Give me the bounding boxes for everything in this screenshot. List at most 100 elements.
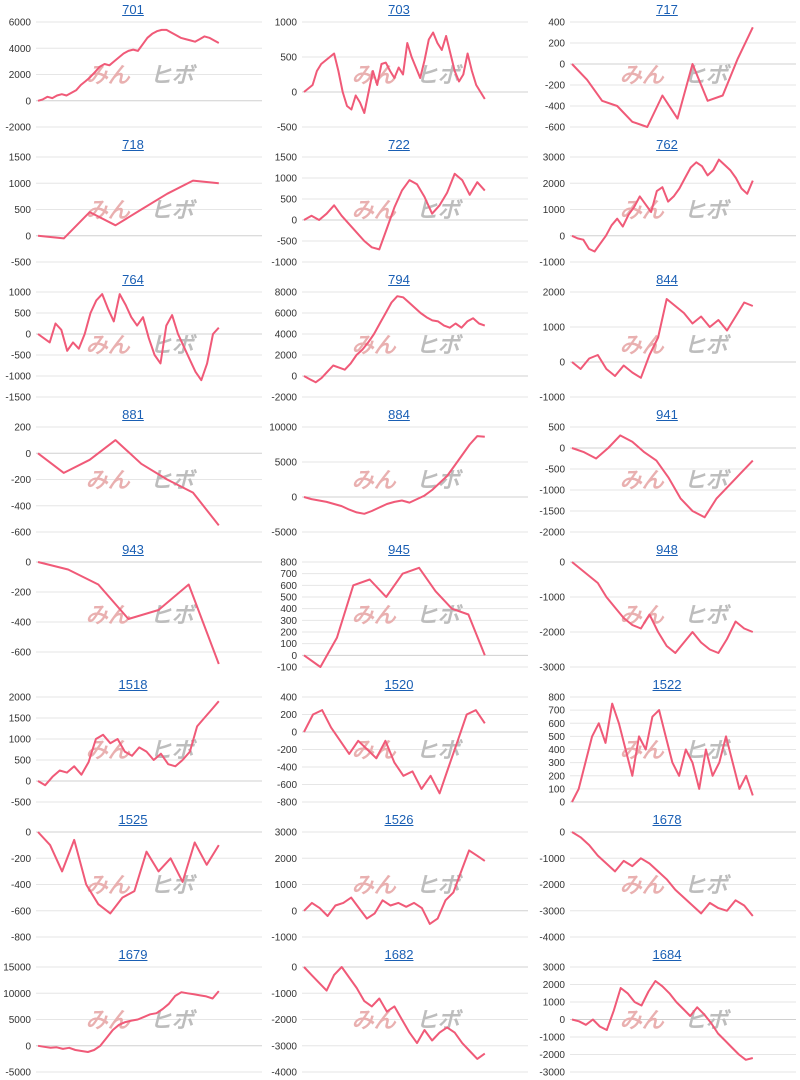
chart-title-link[interactable]: 1522 bbox=[652, 677, 682, 692]
chart-title-link[interactable]: 1526 bbox=[384, 812, 414, 827]
y-tick-label: -400 bbox=[11, 880, 31, 891]
svg-text:みん: みん bbox=[620, 874, 665, 899]
chart-svg: 0 -1000 -2000 -3000 みん ヒボ bbox=[539, 558, 796, 674]
svg-text:みん: みん bbox=[352, 874, 397, 899]
chart-title-link[interactable]: 881 bbox=[122, 407, 144, 422]
chart-svg: 0 -200 -400 -600 -800 みん ヒボ bbox=[11, 828, 262, 944]
y-tick-label: -3000 bbox=[539, 663, 565, 674]
series-line bbox=[37, 439, 220, 527]
chart-title-link[interactable]: 1518 bbox=[118, 677, 148, 692]
svg-text:みん: みん bbox=[352, 1009, 397, 1034]
y-tick-label: -1500 bbox=[539, 507, 565, 518]
chart-svg: 400 200 0 -200 -400 -600 みん ヒボ bbox=[545, 18, 796, 134]
chart-title-link[interactable]: 948 bbox=[656, 542, 678, 557]
y-tick-label: -500 bbox=[277, 237, 297, 248]
chart-title-link[interactable]: 718 bbox=[122, 137, 144, 152]
svg-text:みん: みん bbox=[620, 64, 665, 89]
chart-title-link[interactable]: 1678 bbox=[652, 812, 682, 827]
y-tick-label: -200 bbox=[277, 745, 297, 756]
svg-text:みん: みん bbox=[620, 469, 665, 494]
svg-text:ヒボ: ヒボ bbox=[150, 64, 198, 89]
y-tick-label: -500 bbox=[11, 351, 31, 362]
chart-title-link[interactable]: 703 bbox=[388, 2, 410, 17]
y-tick-label: -1000 bbox=[271, 258, 297, 269]
chart-title-link[interactable]: 945 bbox=[388, 542, 410, 557]
chart-panel: 0 -1000 -2000 -3000 -4000 みん ヒボ 1678 bbox=[534, 810, 800, 945]
chart-svg: 2000 1500 1000 500 0 -500 みん ヒボ bbox=[9, 693, 262, 809]
y-tick-label: 400 bbox=[548, 745, 565, 756]
chart-title-link[interactable]: 941 bbox=[656, 407, 678, 422]
watermark-logo: みん ヒボ bbox=[352, 874, 464, 899]
chart-panel: 3000 2000 1000 0 -1000 みん ヒボ 762 bbox=[534, 135, 800, 270]
y-tick-label: 6000 bbox=[9, 18, 32, 29]
chart-title-link[interactable]: 943 bbox=[122, 542, 144, 557]
y-tick-label: 0 bbox=[559, 60, 565, 71]
chart-title-link[interactable]: 762 bbox=[656, 137, 678, 152]
y-tick-label: 0 bbox=[25, 330, 31, 341]
chart-panel: 6000 4000 2000 0 -2000 みん ヒボ 701 bbox=[0, 0, 266, 135]
watermark-logo: みん ヒボ bbox=[352, 604, 464, 629]
chart-panel: 0 -200 -400 -600 みん ヒボ 943 bbox=[0, 540, 266, 675]
y-tick-label: 15000 bbox=[3, 963, 31, 974]
y-tick-label: 500 bbox=[280, 53, 297, 64]
y-tick-label: 0 bbox=[559, 558, 565, 569]
series-line bbox=[303, 295, 486, 384]
watermark-logo: みん ヒボ bbox=[86, 604, 198, 629]
y-tick-label: 0 bbox=[291, 88, 297, 99]
watermark-logo: みん ヒボ bbox=[352, 469, 464, 494]
series-line bbox=[37, 293, 220, 382]
chart-title-link[interactable]: 1684 bbox=[652, 947, 682, 962]
svg-text:ヒボ: ヒボ bbox=[684, 469, 732, 494]
chart-panel: 1000 500 0 -500 みん ヒボ 703 bbox=[266, 0, 532, 135]
y-tick-label: 400 bbox=[548, 18, 565, 29]
watermark-logo: みん ヒボ bbox=[86, 1009, 198, 1034]
watermark-logo: みん ヒボ bbox=[86, 469, 198, 494]
chart-title-link[interactable]: 701 bbox=[122, 2, 144, 17]
y-tick-label: -5000 bbox=[271, 528, 297, 539]
chart-title-link[interactable]: 764 bbox=[122, 272, 144, 287]
svg-text:ヒボ: ヒボ bbox=[684, 199, 732, 224]
y-tick-label: 10000 bbox=[3, 989, 31, 1000]
watermark-logo: みん ヒボ bbox=[620, 469, 732, 494]
chart-title-link[interactable]: 844 bbox=[656, 272, 678, 287]
chart-title-link[interactable]: 722 bbox=[388, 137, 410, 152]
series-line bbox=[37, 990, 220, 1053]
y-tick-label: -1000 bbox=[539, 854, 565, 865]
watermark-logo: みん ヒボ bbox=[86, 64, 198, 89]
svg-text:みん: みん bbox=[86, 1009, 131, 1034]
svg-text:みん: みん bbox=[86, 739, 131, 764]
series-line bbox=[303, 172, 486, 251]
y-tick-label: -200 bbox=[11, 475, 31, 486]
chart-title-link[interactable]: 794 bbox=[388, 272, 410, 287]
y-tick-label: 6000 bbox=[275, 309, 298, 320]
chart-panel: 800 700 600 500 400 300 200 100 0 みん ヒボ 1522 bbox=[534, 675, 800, 810]
y-tick-label: 200 bbox=[280, 628, 297, 639]
chart-title-link[interactable]: 884 bbox=[388, 407, 410, 422]
series-line bbox=[571, 298, 754, 379]
y-tick-label: -1000 bbox=[539, 593, 565, 604]
y-tick-label: -600 bbox=[277, 780, 297, 791]
watermark-logo: みん ヒボ bbox=[86, 874, 198, 899]
y-tick-label: -200 bbox=[11, 854, 31, 865]
y-tick-label: 400 bbox=[280, 693, 297, 704]
chart-svg: 6000 4000 2000 0 -2000 みん ヒボ bbox=[5, 18, 262, 134]
y-tick-label: 0 bbox=[25, 828, 31, 839]
chart-title-link[interactable]: 1679 bbox=[118, 947, 148, 962]
chart-title-link[interactable]: 1520 bbox=[384, 677, 414, 692]
y-tick-label: 1000 bbox=[9, 735, 32, 746]
chart-title-link[interactable]: 717 bbox=[656, 2, 678, 17]
watermark-logo: みん ヒボ bbox=[620, 64, 732, 89]
y-tick-label: -400 bbox=[545, 102, 565, 113]
series-line bbox=[571, 26, 754, 128]
y-tick-label: 1000 bbox=[9, 288, 32, 299]
y-tick-label: 200 bbox=[548, 771, 565, 782]
chart-panel: 0 -1000 -2000 -3000 -4000 みん ヒボ 1682 bbox=[266, 945, 532, 1080]
y-tick-label: -400 bbox=[11, 618, 31, 629]
y-tick-label: 0 bbox=[559, 1015, 565, 1026]
y-tick-label: -3000 bbox=[539, 906, 565, 917]
y-tick-label: 0 bbox=[25, 449, 31, 460]
chart-title-link[interactable]: 1525 bbox=[118, 812, 148, 827]
chart-title-link[interactable]: 1682 bbox=[384, 947, 414, 962]
y-tick-label: 1500 bbox=[9, 153, 32, 164]
